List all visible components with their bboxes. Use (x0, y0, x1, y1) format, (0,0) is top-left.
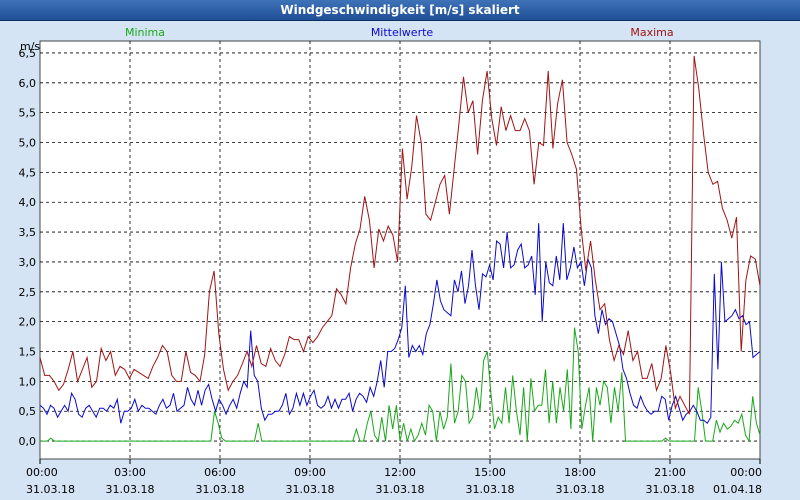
x-tick-time-label: 18:00 (564, 466, 596, 479)
legend-minima: Minima (125, 26, 165, 39)
x-tick-date-label: 01.04.18 (713, 483, 762, 496)
x-tick-time-label: 06:00 (204, 466, 236, 479)
x-tick-date-label: 31.03.18 (286, 483, 335, 496)
legend-maxima: Maxima (630, 26, 673, 39)
y-axis-ticks: 0,0 0,5 1,0 1,5 2,0 2,5 3,0 3,5 4,0 4,5 5,0 5,5 6,0 6… (19, 47, 37, 448)
y-tick-label: 6,5 (19, 47, 37, 60)
series-line-mittelwerte (39, 223, 761, 424)
x-tick-time-label: 00:00 (730, 466, 762, 479)
x-tick-date-label: 31.03.18 (556, 483, 605, 496)
x-tick-date-label: 31.03.18 (466, 483, 515, 496)
wind-speed-chart: 0,0 0,5 1,0 1,5 2,0 2,5 3,0 3,5 4,0 4,5 5,0 5,5 6,0 6… (19, 26, 763, 496)
y-tick-label: 4,0 (19, 196, 37, 209)
x-tick-time-label: 21:00 (654, 466, 686, 479)
x-tick-time-label: 03:00 (114, 466, 146, 479)
series-line-minima (40, 327, 761, 443)
x-tick-date-label: 31.03.18 (106, 483, 155, 496)
chart-title: Windgeschwindigkeit [m/s] skaliert (0, 0, 800, 21)
x-tick-time-label: 00:00 (26, 466, 58, 479)
y-tick-label: 2,0 (19, 316, 37, 329)
x-tick-date-label: 31.03.18 (376, 483, 425, 496)
y-tick-label: 6,0 (19, 77, 37, 90)
y-tick-label: 0,5 (19, 405, 37, 418)
x-tick-date-label: 31.03.18 (196, 483, 245, 496)
legend-mittelwerte: Mittelwerte (371, 26, 434, 39)
y-tick-label: 3,5 (19, 226, 37, 239)
x-tick-date-label: 31.03.18 (26, 483, 75, 496)
x-tick-time-label: 09:00 (294, 466, 326, 479)
y-tick-label: 5,5 (19, 107, 37, 120)
y-tick-label: 0,0 (19, 435, 37, 448)
y-tick-label: 4,5 (19, 166, 37, 179)
x-tick-date-label: 31.03.18 (646, 483, 695, 496)
y-tick-label: 2,5 (19, 286, 37, 299)
series-line-maxima (39, 55, 761, 415)
y-tick-label: 1,5 (19, 346, 37, 359)
x-tick-time-label: 12:00 (384, 466, 416, 479)
y-tick-label: 5,0 (19, 137, 37, 150)
x-tick-time-label: 15:00 (474, 466, 506, 479)
y-tick-label: 1,0 (19, 375, 37, 388)
y-axis-unit-label: m/s (20, 40, 40, 53)
y-tick-label: 3,0 (19, 256, 37, 269)
x-axis-ticks: 00:00 31.03.18 03:00 31.03.18 06:00 31.03.18 0… (26, 459, 762, 496)
